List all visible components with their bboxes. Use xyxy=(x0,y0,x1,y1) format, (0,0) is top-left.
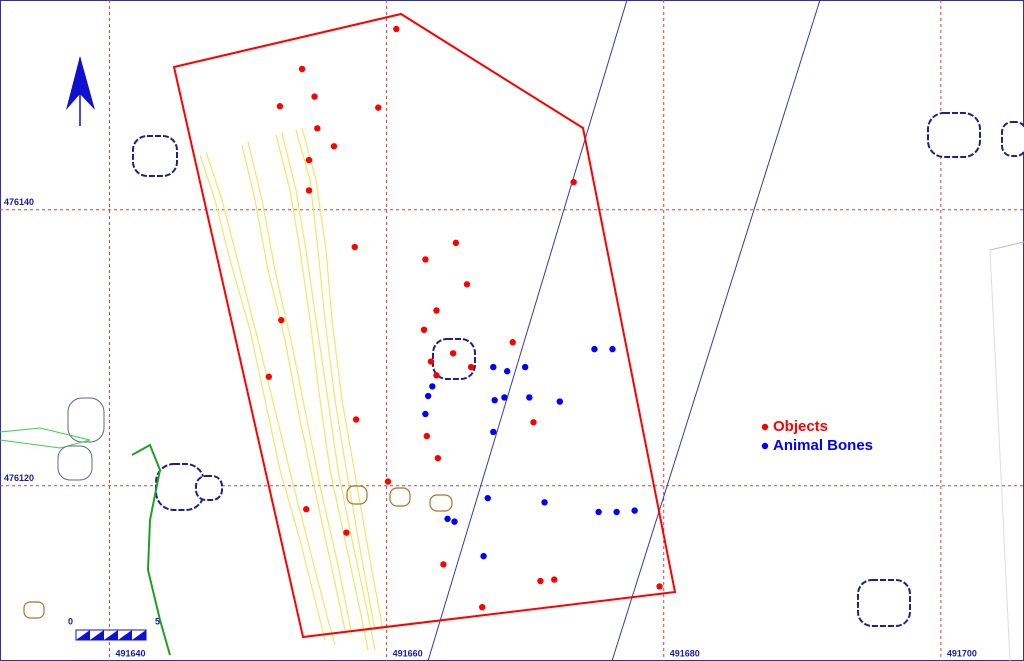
find-point xyxy=(433,372,440,379)
ditch-edge xyxy=(427,0,628,661)
find-point xyxy=(305,187,313,194)
legend: Objects Animal Bones xyxy=(761,418,873,454)
find-point xyxy=(503,368,511,375)
find-point xyxy=(265,373,273,380)
find-point xyxy=(305,156,313,164)
find-point xyxy=(434,454,442,462)
find-point xyxy=(591,345,598,353)
find-point xyxy=(490,363,497,371)
find-point xyxy=(613,508,620,516)
find-point xyxy=(422,410,429,418)
legend-marker xyxy=(761,423,769,431)
legend-label: Animal Bones xyxy=(773,437,873,454)
find-point xyxy=(479,603,486,611)
find-point xyxy=(490,428,497,436)
find-point xyxy=(541,499,548,506)
scale-label: 5 xyxy=(155,616,160,626)
y-tick-label: 476120 xyxy=(4,473,34,483)
find-point xyxy=(631,507,638,514)
find-point xyxy=(451,518,458,525)
x-tick-label: 491700 xyxy=(947,648,977,658)
find-point xyxy=(656,583,663,590)
find-point xyxy=(556,398,564,405)
scale-label: 0 xyxy=(68,616,73,626)
wall xyxy=(131,443,171,656)
x-tick-label: 491640 xyxy=(115,648,145,658)
find-point xyxy=(444,515,451,523)
find-point xyxy=(422,256,429,263)
find-point xyxy=(484,494,491,502)
find-point xyxy=(303,506,310,513)
find-point xyxy=(521,363,529,371)
find-point xyxy=(393,25,400,33)
find-point xyxy=(537,577,544,585)
find-point xyxy=(424,392,432,400)
find-point xyxy=(595,508,602,516)
find-point xyxy=(330,143,338,150)
find-point xyxy=(452,239,460,247)
x-tick-label: 491680 xyxy=(670,648,700,658)
pits xyxy=(23,485,453,619)
find-point xyxy=(351,243,358,251)
wall xyxy=(0,427,91,449)
find-point xyxy=(509,339,516,346)
find-point xyxy=(384,478,392,485)
find-point xyxy=(427,358,435,365)
find-point xyxy=(375,104,382,111)
find-point xyxy=(530,419,537,426)
find-point xyxy=(311,93,318,100)
find-point xyxy=(449,350,457,357)
find-point xyxy=(278,316,285,324)
outline xyxy=(989,249,1011,661)
find-point xyxy=(343,529,350,536)
find-point xyxy=(526,394,533,401)
find-point xyxy=(433,307,440,314)
ditch-edge xyxy=(611,0,821,661)
find-point xyxy=(314,125,321,132)
scale-bar: 0 5 xyxy=(68,616,160,641)
finds xyxy=(265,25,663,611)
legend-marker xyxy=(761,442,769,450)
legend-label: Objects xyxy=(773,418,828,435)
y-tick-label: 476140 xyxy=(4,197,34,207)
features xyxy=(57,112,1024,627)
outline xyxy=(989,241,1024,251)
find-point xyxy=(480,552,487,560)
find-point xyxy=(467,363,475,371)
find-point xyxy=(276,103,284,110)
find-point xyxy=(491,396,498,404)
find-point xyxy=(298,65,306,73)
find-point xyxy=(420,326,428,334)
find-point xyxy=(463,281,471,288)
find-point xyxy=(440,561,447,568)
find-point xyxy=(429,383,436,390)
find-point xyxy=(551,576,558,583)
find-point xyxy=(609,345,616,353)
find-point xyxy=(501,394,508,401)
find-point xyxy=(423,432,430,440)
excavation-boundary xyxy=(172,12,677,639)
x-tick-label: 491660 xyxy=(393,648,423,658)
find-point xyxy=(570,178,577,186)
find-point xyxy=(352,416,360,423)
north-arrow xyxy=(66,56,95,126)
